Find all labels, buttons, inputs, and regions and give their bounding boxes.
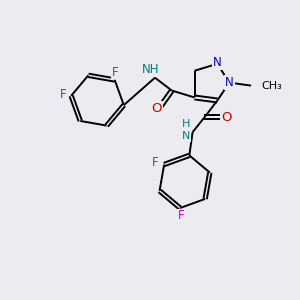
Text: F: F: [60, 88, 67, 101]
Text: H
N: H N: [182, 119, 190, 141]
Text: NH: NH: [142, 63, 160, 76]
Text: F: F: [152, 156, 159, 169]
Text: O: O: [221, 111, 232, 124]
Text: O: O: [152, 102, 162, 115]
Text: F: F: [178, 209, 184, 223]
Text: N: N: [213, 56, 222, 69]
Text: F: F: [112, 65, 119, 79]
Text: N: N: [225, 76, 234, 89]
Text: CH₃: CH₃: [261, 81, 282, 91]
